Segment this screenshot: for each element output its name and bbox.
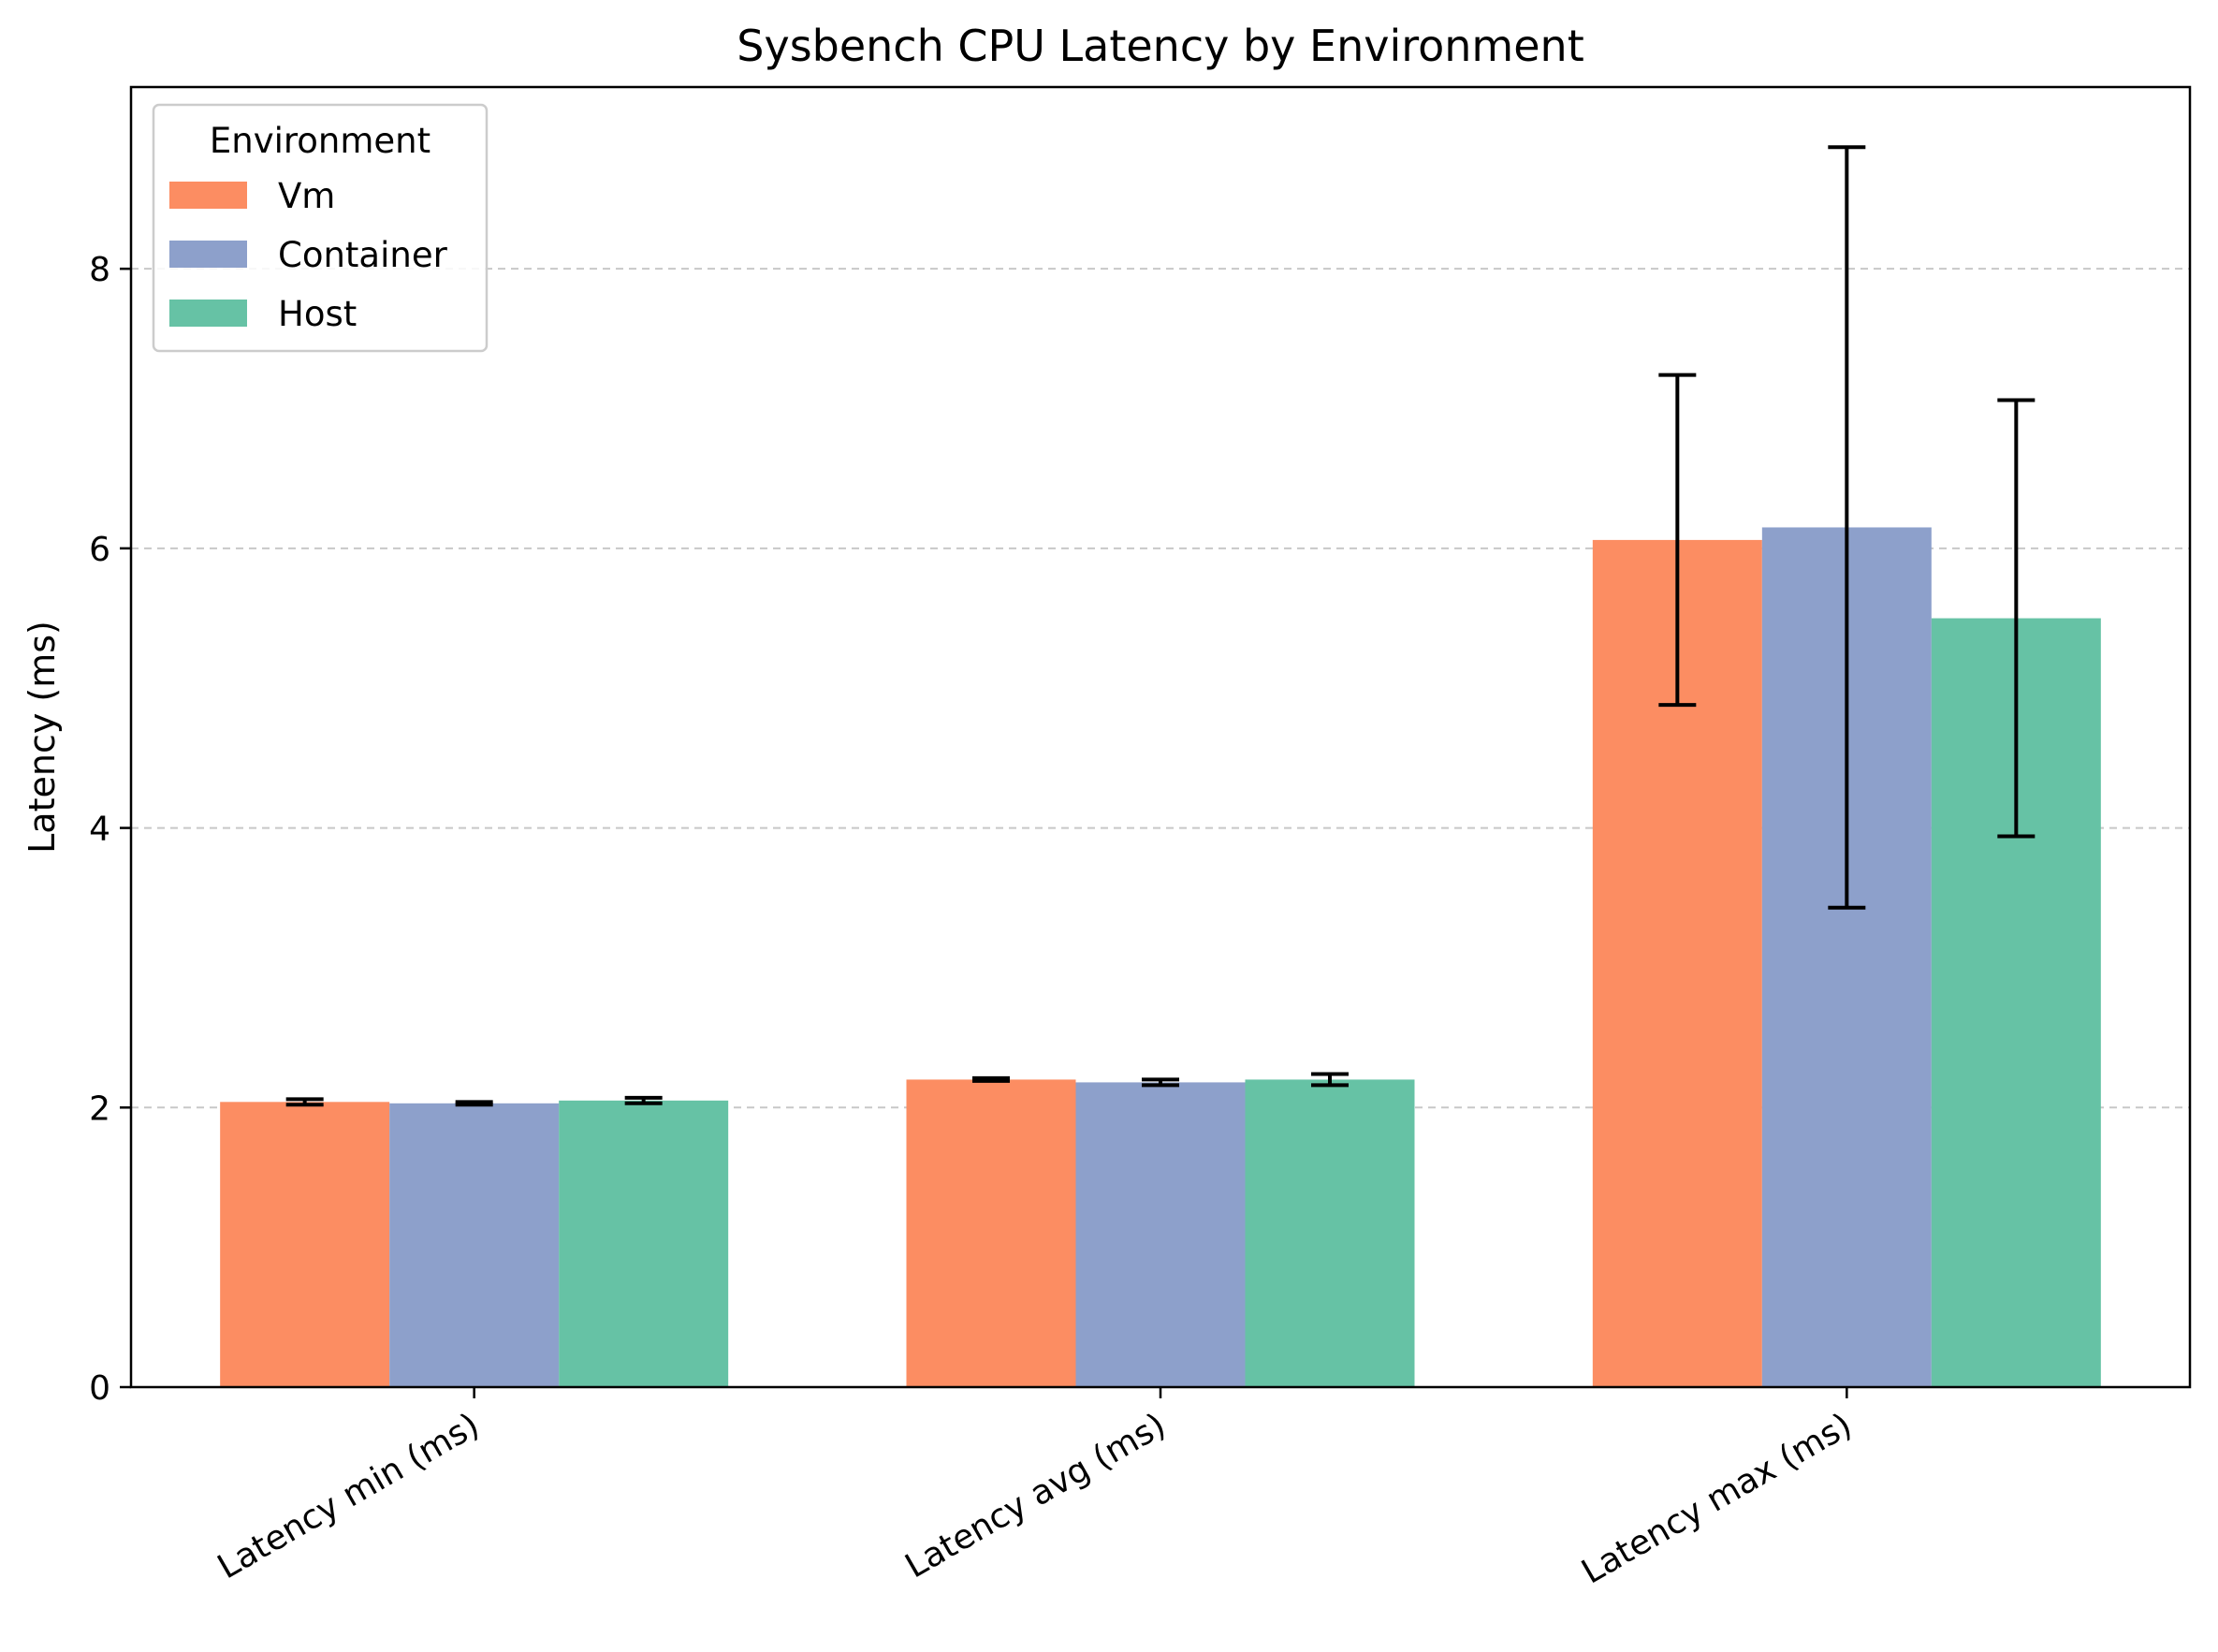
bar-host-1	[1245, 1079, 1415, 1387]
chart-title: Sysbench CPU Latency by Environment	[737, 21, 1583, 71]
y-tick-label-0: 0	[89, 1369, 110, 1408]
bars	[220, 527, 2101, 1387]
bar-container-0	[389, 1103, 560, 1387]
error-bar-vm-2	[1658, 373, 1697, 708]
bar-vm-1	[906, 1079, 1076, 1387]
y-axis-ticks: 0 2 4 6 8	[89, 251, 131, 1408]
legend: Environment Vm Container Host	[152, 103, 489, 353]
error-bar-container-1	[1142, 1077, 1179, 1088]
y-axis-label: Latency (ms)	[22, 621, 63, 854]
error-bar-vm-0	[285, 1097, 324, 1107]
bar-vm-0	[220, 1102, 390, 1387]
error-bar-host-1	[1311, 1072, 1349, 1088]
legend-swatch-container	[169, 241, 247, 268]
legend-swatch-vm	[169, 182, 247, 209]
error-bar-host-0	[624, 1095, 663, 1105]
error-bars	[285, 145, 2036, 1107]
error-bar-host-2	[1997, 398, 2036, 839]
bar-container-1	[1075, 1082, 1246, 1387]
y-tick-label-3: 6	[89, 531, 110, 569]
y-tick-label-4: 8	[89, 251, 110, 289]
x-tick-label-1: Latency avg (ms)	[899, 1406, 1173, 1586]
legend-label-host: Host	[278, 294, 357, 334]
legend-box	[152, 103, 489, 353]
x-tick-label-0: Latency min (ms)	[212, 1406, 486, 1586]
legend-title: Environment	[210, 121, 430, 161]
y-tick-label-2: 4	[89, 811, 110, 849]
x-tick-label-2: Latency max (ms)	[1575, 1406, 1858, 1591]
error-bar-container-0	[455, 1100, 493, 1107]
bar-host-0	[559, 1100, 729, 1387]
legend-label-vm: Vm	[278, 176, 335, 216]
error-bar-container-2	[1828, 145, 1866, 910]
legend-swatch-host	[169, 300, 247, 327]
legend-label-container: Container	[278, 235, 448, 275]
error-bar-vm-1	[972, 1075, 1010, 1083]
y-tick-label-1: 2	[89, 1089, 110, 1128]
x-axis-ticks: Latency min (ms) Latency avg (ms) Latency …	[212, 1387, 1859, 1592]
